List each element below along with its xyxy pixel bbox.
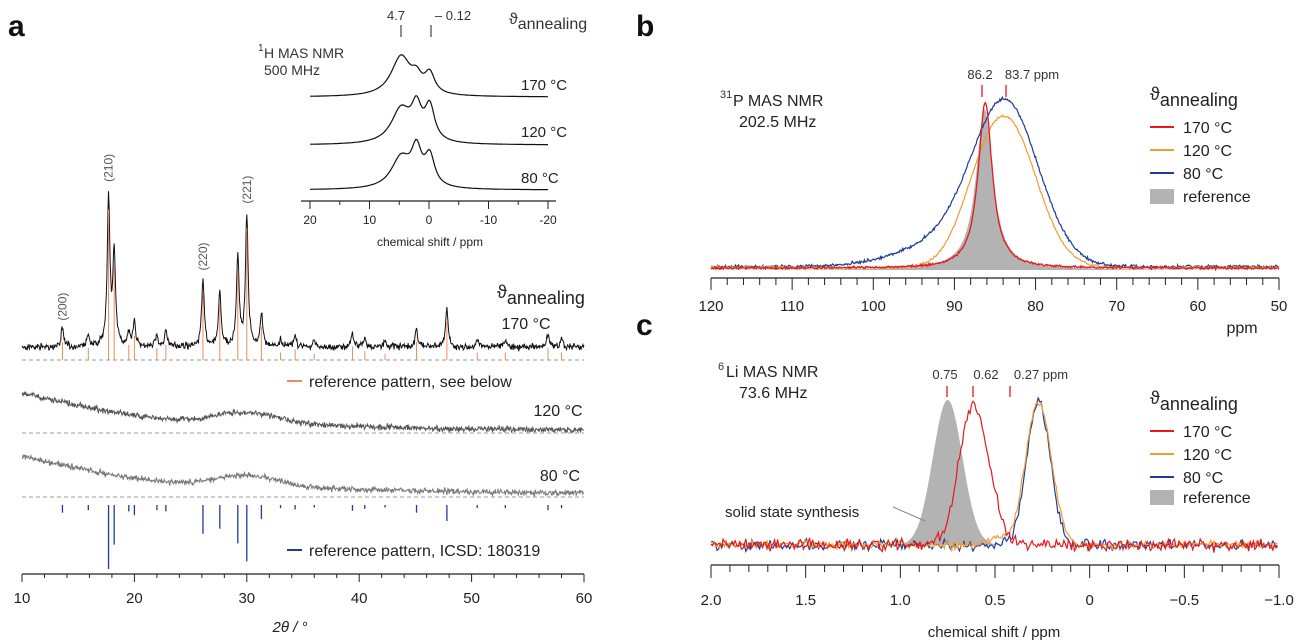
- c-freq: 73.6 MHz: [739, 385, 807, 402]
- b-peak-label-2: 83.7 ppm: [1005, 67, 1059, 82]
- inset-tick-label-1: 10: [363, 213, 377, 227]
- ref-legend-orange: reference pattern, see below: [309, 374, 512, 391]
- b-peak-label-1: 86.2: [967, 67, 992, 82]
- hkl-labels: (200) (210) (220) (221): [55, 154, 253, 321]
- x-tick-label-c-5: −0.5: [1170, 592, 1200, 609]
- b-title-sup: 31: [720, 89, 732, 101]
- c-legend-120: 120 °C: [1183, 447, 1232, 464]
- inset-peak-label-2: – 0.12: [435, 8, 471, 23]
- hkl-label-1: (210): [102, 154, 116, 182]
- c-trace-170: [710, 400, 1278, 553]
- x-tick-label-a-1: 20: [126, 590, 143, 607]
- trace-label-80: 80 °C: [540, 468, 580, 485]
- b-legend-170: 170 °C: [1183, 120, 1232, 137]
- x-tick-label-b-3: 90: [946, 298, 963, 315]
- x-tick-label-c-3: 0.5: [985, 592, 1006, 609]
- x-tick-label-a-4: 50: [463, 590, 480, 607]
- inset-freq: 500 MHz: [264, 62, 320, 78]
- inset-title-sup: 1: [258, 43, 264, 54]
- x-tick-label-c-1: 1.5: [795, 592, 816, 609]
- x-tick-label-b-7: 50: [1271, 298, 1288, 315]
- b-legend-swatch-reference: [1150, 189, 1174, 204]
- x-axis-unit-b: ppm: [1226, 320, 1257, 337]
- inset-trace-120: [310, 94, 548, 146]
- x-tick-label-a-3: 40: [351, 590, 368, 607]
- inset-annealing-label: ϑannealing: [509, 11, 587, 33]
- x-axis-label-c: chemical shift / ppm: [928, 624, 1061, 641]
- xrd-trace-170: [21, 191, 585, 352]
- ref-legend-blue: reference pattern, ICSD: 180319: [309, 543, 540, 560]
- c-peak-label-2: 0.62: [973, 367, 998, 382]
- trace-label-170: 170 °C: [501, 316, 550, 333]
- xrd-trace-80: [21, 453, 585, 498]
- inset-title: H MAS NMR: [264, 45, 344, 61]
- c-legend-reference: reference: [1183, 490, 1251, 507]
- x-tick-label-a-0: 10: [14, 590, 31, 607]
- b-legend-120: 120 °C: [1183, 143, 1232, 160]
- inset-tick-label-0: 20: [303, 213, 317, 227]
- x-tick-label-b-1: 110: [780, 298, 804, 315]
- x-tick-label-c-0: 2.0: [701, 592, 722, 609]
- c-annotation: solid state synthesis: [725, 504, 859, 521]
- xrd-trace-120: [21, 391, 585, 434]
- hkl-label-3: (221): [240, 176, 254, 204]
- inset-tick-label-4: -20: [539, 213, 557, 227]
- x-ticks-c: 2.0 1.5 1.0 0.5 0 −0.5 −1.0: [701, 565, 1294, 609]
- x-tick-label-b-6: 60: [1190, 298, 1207, 315]
- b-trace-120: [710, 114, 1280, 271]
- b-legend-80: 80 °C: [1183, 166, 1223, 183]
- inset-trace-label-80: 80 °C: [521, 170, 559, 187]
- x-tick-label-a-2: 30: [238, 590, 255, 607]
- inset-tick-label-2: 0: [426, 213, 433, 227]
- c-trace-120: [710, 400, 1278, 553]
- c-annotation-leader: [892, 506, 926, 522]
- panel-letter-c: c: [636, 309, 653, 342]
- x-tick-label-c-2: 1.0: [890, 592, 911, 609]
- reference-lines-orange: [61, 210, 563, 360]
- inset-tick-label-3: -10: [480, 213, 498, 227]
- b-annealing-label: ϑannealing: [1150, 84, 1238, 110]
- reference-lines-blue: [61, 505, 563, 569]
- inset-trace-label-120: 120 °C: [521, 124, 567, 141]
- x-tick-label-b-4: 80: [1027, 298, 1044, 315]
- c-legend-170: 170 °C: [1183, 424, 1232, 441]
- x-tick-label-a-5: 60: [576, 590, 593, 607]
- x-tick-label-c-6: −1.0: [1264, 592, 1294, 609]
- b-reference-fill: [711, 109, 1279, 270]
- b-trace-170: [710, 101, 1280, 272]
- c-annealing-label: ϑannealing: [1150, 388, 1238, 414]
- x-tick-label-b-0: 120: [698, 298, 723, 315]
- inset-x-axis-label: chemical shift / ppm: [377, 235, 483, 249]
- x-axis-label-a: 2θ / °: [272, 619, 308, 636]
- inset-trace-80: [310, 138, 549, 191]
- panel-letter-b: b: [636, 10, 654, 43]
- panel-letter-a: a: [8, 10, 25, 43]
- trace-label-120: 120 °C: [533, 403, 582, 420]
- x-ticks-b: 120 110 100 90 80 70 60 50: [698, 278, 1287, 315]
- b-legend-reference: reference: [1183, 189, 1251, 206]
- c-title: Li MAS NMR: [726, 364, 818, 381]
- c-title-sup: 6: [718, 361, 724, 373]
- c-legend-80: 80 °C: [1183, 470, 1223, 487]
- inset-peak-label-1: 4.7: [387, 8, 405, 23]
- hkl-label-2: (220): [196, 242, 210, 270]
- b-title: P MAS NMR: [733, 93, 823, 110]
- c-peak-label-3: 0.27 ppm: [1014, 367, 1068, 382]
- x-ticks-a: 10 20 30 40 50 60: [14, 574, 593, 607]
- x-tick-label-c-4: 0: [1085, 592, 1093, 609]
- x-tick-label-b-2: 100: [861, 298, 886, 315]
- c-peak-label-1: 0.75: [932, 367, 957, 382]
- annealing-label-a: ϑannealing: [497, 282, 585, 308]
- b-freq: 202.5 MHz: [739, 114, 816, 131]
- x-tick-label-b-5: 70: [1108, 298, 1125, 315]
- c-legend-swatch-reference: [1150, 490, 1174, 505]
- inset-trace-label-170: 170 °C: [521, 77, 567, 94]
- inset-x-ticks: 20 10 0 -10 -20: [303, 201, 557, 227]
- inset-trace-170: [310, 54, 548, 98]
- hkl-label-0: (200): [55, 293, 69, 321]
